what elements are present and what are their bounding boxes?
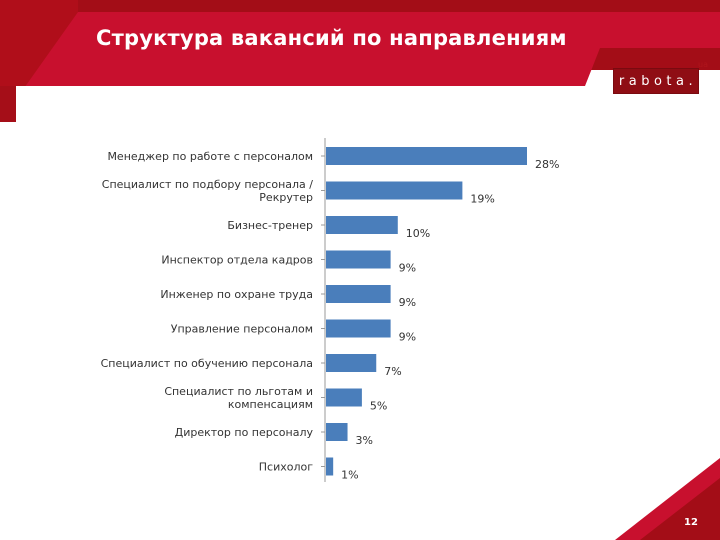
- header-banner-fade: [0, 86, 16, 122]
- data-label: 3%: [356, 434, 373, 447]
- footer-corner-accent: [640, 478, 720, 540]
- header-banner: [0, 0, 720, 130]
- category-label: Рекрутер: [259, 191, 313, 204]
- data-label: 9%: [399, 296, 416, 309]
- category-label: Управление персоналом: [171, 323, 313, 336]
- category-label: Инженер по охране труда: [160, 288, 313, 301]
- category-label: Специалист по льготам и: [164, 385, 313, 398]
- data-label: 9%: [399, 262, 416, 275]
- bar: [326, 319, 391, 338]
- bar: [326, 250, 391, 269]
- rabota-logo-text: rabota.: [618, 73, 698, 89]
- bar: [326, 423, 348, 441]
- bar: [326, 181, 463, 200]
- category-label: Психолог: [259, 461, 313, 474]
- category-label: Инспектор отдела кадров: [161, 254, 313, 267]
- data-label: 7%: [384, 365, 401, 378]
- category-label: Специалист по обучению персонала: [101, 357, 313, 370]
- category-label: Бизнес-тренер: [227, 219, 313, 232]
- data-label: 5%: [370, 400, 387, 413]
- bar: [326, 457, 334, 476]
- category-label: компенсациям: [228, 398, 313, 411]
- header-banner-white-area: [16, 86, 720, 130]
- data-label: 9%: [399, 331, 416, 344]
- header-banner-main: [0, 12, 720, 122]
- bar: [326, 147, 527, 165]
- data-label: 19%: [470, 193, 494, 206]
- bar: [326, 388, 362, 407]
- bar: [326, 216, 398, 234]
- page-number: 12: [684, 517, 698, 528]
- category-label: Менеджер по работе с персоналом: [107, 150, 313, 163]
- category-label: Специалист по подбору персонала /: [102, 178, 314, 191]
- bar: [326, 354, 377, 372]
- bar: [326, 285, 391, 303]
- rabota-logo-suffix: ua: [698, 60, 708, 69]
- category-label: Директор по персоналу: [175, 426, 314, 439]
- data-label: 10%: [406, 227, 430, 240]
- slide-title: Структура вакансий по направлениям: [96, 26, 567, 50]
- data-label: 1%: [341, 469, 358, 482]
- rabota-logo: rabota.: [613, 68, 699, 94]
- data-label: 28%: [535, 158, 559, 171]
